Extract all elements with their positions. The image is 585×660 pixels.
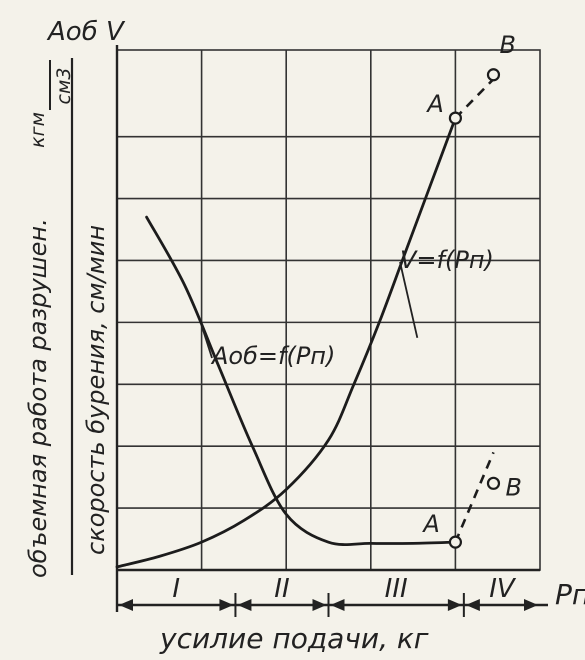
region-arrow-right-1 xyxy=(312,599,327,611)
region-label-3: IV xyxy=(489,574,517,604)
point-marker-2 xyxy=(448,535,462,549)
point-label-3: B xyxy=(505,473,521,501)
series-line-1 xyxy=(145,215,457,547)
series-leader-1 xyxy=(200,325,213,359)
point-label-0: A xyxy=(425,90,443,118)
x-axis-label: усилие подачи, кг xyxy=(159,622,429,655)
series-label-1: Aоб=f(Pп) xyxy=(210,342,335,370)
chart-grid xyxy=(115,45,541,612)
region-arrow-left-2 xyxy=(330,599,345,611)
y-label-left: объемная работа разрушен. xyxy=(24,218,52,578)
series-label-0: V=f(Pп) xyxy=(400,246,494,274)
x-axis-symbol: Pп xyxy=(555,578,585,611)
chart-regions: I II III IV xyxy=(117,574,548,617)
y-label-right: скорость бурения, см/мин xyxy=(82,225,110,555)
region-arrow-left-3 xyxy=(465,599,480,611)
y-label-left-unit-num: кгм xyxy=(27,112,49,148)
region-arrow-left-1 xyxy=(237,599,252,611)
chart-curves: V=f(Pп) Aоб=f(Pп) xyxy=(115,73,499,569)
point-marker-3 xyxy=(486,476,501,490)
point-marker-0 xyxy=(448,111,462,125)
y-label-left-unit-den: см3 xyxy=(53,68,75,105)
series-continuation-1 xyxy=(454,451,495,543)
region-label-0: I xyxy=(172,574,180,604)
point-marker-1 xyxy=(486,68,501,82)
series-line-0 xyxy=(115,116,457,569)
region-arrow-right-0 xyxy=(219,599,234,611)
chart-points: A B A B xyxy=(421,31,522,549)
region-arrow-right-3 xyxy=(524,599,538,611)
point-label-2: A xyxy=(421,510,439,538)
region-label-1: II xyxy=(274,574,289,604)
region-arrow-left-0 xyxy=(119,599,133,611)
point-label-1: B xyxy=(499,31,515,59)
series-leader-0 xyxy=(399,261,419,339)
region-arrow-right-2 xyxy=(447,599,462,611)
y-axis-title: Aоб V xyxy=(46,17,126,47)
series-continuation-0 xyxy=(454,73,499,120)
region-label-2: III xyxy=(385,574,408,604)
